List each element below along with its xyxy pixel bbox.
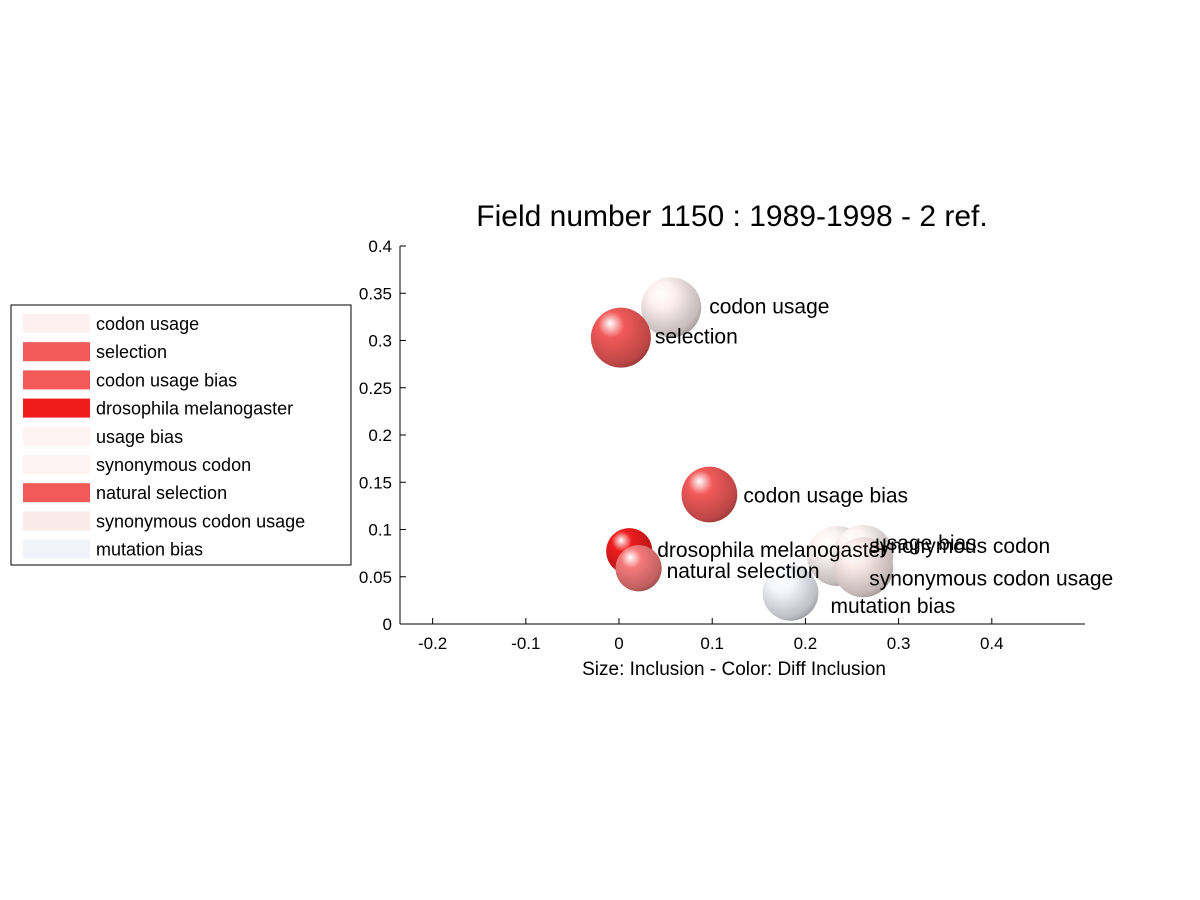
legend-swatch [23, 455, 90, 474]
x-tick-label: 0.1 [700, 634, 724, 653]
bubble-label: selection [655, 326, 738, 349]
bubble [641, 277, 702, 338]
legend-swatch [23, 314, 90, 333]
bubble-label: synonymous codon usage [869, 567, 1113, 590]
legend-swatch [23, 511, 90, 531]
y-tick-label: 0.2 [368, 426, 392, 445]
legend-label: mutation bias [96, 540, 203, 560]
bubble [590, 307, 651, 368]
x-tick-label: 0.3 [887, 634, 911, 653]
bubbles [590, 277, 894, 621]
legend-swatch [23, 342, 90, 362]
bubble-label: natural selection [667, 560, 820, 583]
legend-swatch [23, 539, 90, 559]
bubble-label: mutation bias [830, 595, 955, 618]
bubble-label: codon usage bias [743, 485, 908, 508]
y-tick-label: 0.15 [359, 473, 392, 492]
y-tick-label: 0.3 [368, 332, 392, 351]
bubble-label: codon usage [709, 295, 829, 318]
y-tick-label: 0.05 [359, 568, 392, 587]
legend: codon usage selection codon usage bias dros… [10, 304, 352, 566]
y-tick-label: 0 [383, 615, 392, 634]
legend-label: selection [96, 342, 167, 362]
legend-label: usage bias [96, 427, 183, 447]
bubble-labels: codon usage selection codon usage bias dros… [655, 295, 1113, 617]
legend-label: drosophila melanogaster [96, 399, 293, 419]
x-tick-label: 0.2 [794, 634, 818, 653]
bubble-label: synonymous codon [869, 535, 1050, 558]
chart-title: Field number 1150 : 1989-1998 - 2 ref. [476, 200, 987, 233]
y-tick-label: 0.35 [359, 284, 392, 303]
legend-label: natural selection [96, 483, 227, 503]
y-tick-label: 0.25 [359, 379, 392, 398]
legend-swatch [23, 426, 90, 446]
legend-label: codon usage bias [96, 370, 237, 390]
y-tick-label: 0.1 [368, 521, 392, 540]
legend-label: codon usage [96, 314, 199, 334]
legend-label: synonymous codon [96, 455, 251, 475]
x-tick-label: 0 [614, 634, 623, 653]
bubble [681, 466, 738, 523]
legend-swatch [23, 370, 90, 390]
axes: 0 0.05 0.1 0.15 0.2 0.25 0.3 0.35 0.4 -0.2 -0.1 0 0.… [359, 237, 1085, 653]
legend-swatch [23, 398, 90, 418]
bubble [615, 545, 662, 592]
y-tick-label: 0.4 [368, 237, 392, 256]
x-tick-label: -0.2 [418, 634, 447, 653]
bubble-label: usage bias [875, 532, 977, 555]
legend-label: synonymous codon usage [96, 511, 305, 531]
x-tick-label: -0.1 [511, 634, 540, 653]
x-axis-label: Size: Inclusion - Color: Diff Inclusion [582, 659, 886, 680]
bubble-label: drosophila melanogaster [657, 539, 887, 562]
bubble [762, 564, 819, 621]
bubble [833, 537, 894, 598]
legend-swatch [23, 483, 90, 503]
x-tick-label: 0.4 [980, 634, 1004, 653]
